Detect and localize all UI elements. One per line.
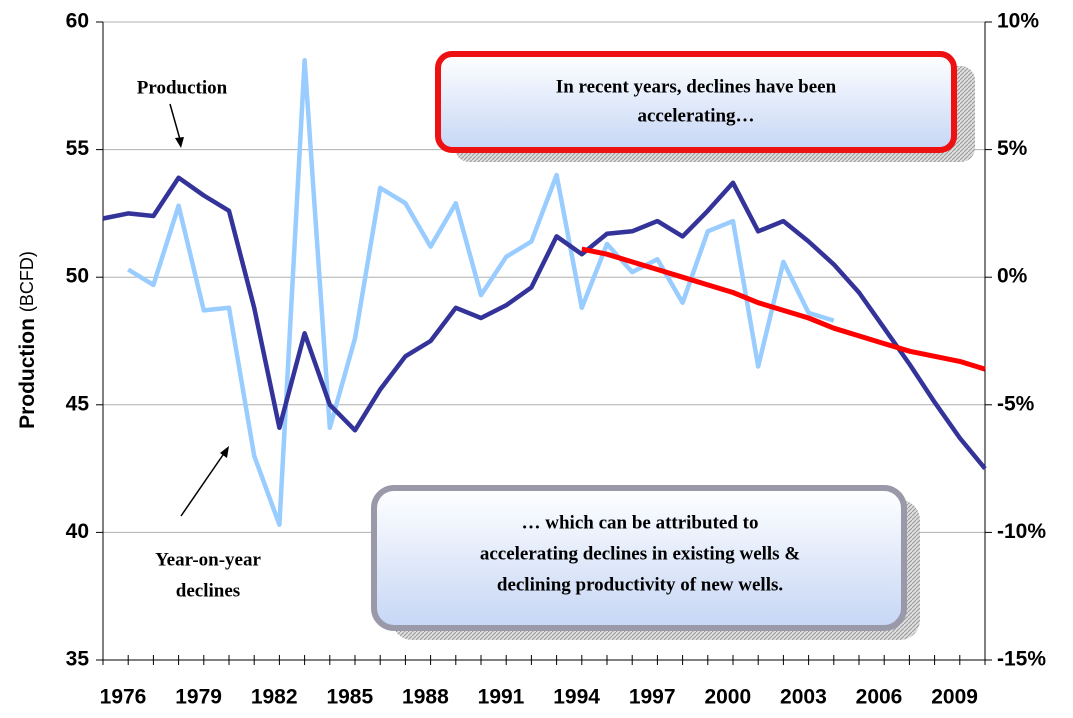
y2-tick-label: -10% — [997, 520, 1046, 543]
annotation-box — [435, 51, 957, 153]
y-tick-label: 45 — [66, 392, 90, 415]
x-tick-label: 2000 — [704, 686, 751, 709]
x-tick-label: 1994 — [553, 686, 600, 709]
y-axis-label: Production (BCFD) — [16, 251, 39, 429]
annotation-text: accelerating… — [637, 105, 754, 126]
y2-tick-label: -5% — [997, 392, 1035, 415]
arrow-head — [220, 446, 229, 458]
annotation-text: In recent years, declines have been — [556, 76, 837, 97]
x-tick-label: 1979 — [175, 686, 222, 709]
annotation-text: declining productivity of new wells. — [497, 574, 783, 595]
series-label: Year-on-year — [155, 549, 261, 570]
y2-tick-label: -15% — [997, 648, 1046, 671]
y-axis-unit: (BCFD) — [17, 251, 37, 312]
y-tick-label: 55 — [66, 137, 90, 160]
arrow-head — [175, 137, 184, 148]
series-label: Production — [137, 77, 228, 98]
x-tick-label: 2009 — [931, 686, 978, 709]
y-tick-label: 35 — [66, 648, 90, 671]
y-tick-label: 50 — [66, 265, 89, 288]
x-tick-label: 1982 — [251, 686, 298, 709]
arrow — [169, 103, 182, 144]
x-tick-label: 1976 — [100, 686, 147, 709]
x-tick-label: 1991 — [478, 686, 525, 709]
y-tick-label: 40 — [66, 520, 89, 543]
x-tick-label: 2003 — [780, 686, 827, 709]
annotation-text: … which can be attributed to — [522, 512, 759, 533]
y2-tick-label: 10% — [997, 10, 1039, 33]
x-tick-label: 1997 — [629, 686, 676, 709]
series-line — [127, 58, 835, 527]
y-axis-title: Production — [16, 318, 39, 429]
annotation-box — [371, 485, 907, 631]
series-line — [102, 175, 987, 471]
x-tick-label: 2006 — [856, 686, 903, 709]
y2-tick-label: 0% — [997, 265, 1028, 288]
x-tick-label: 1985 — [326, 686, 373, 709]
y2-tick-label: 5% — [997, 137, 1028, 160]
x-tick-label: 1988 — [402, 686, 449, 709]
y-tick-label: 60 — [66, 10, 89, 33]
series-label: declines — [176, 580, 240, 601]
annotation-text: accelerating declines in existing wells … — [480, 543, 800, 564]
arrow — [180, 451, 226, 517]
series-line — [581, 246, 986, 372]
